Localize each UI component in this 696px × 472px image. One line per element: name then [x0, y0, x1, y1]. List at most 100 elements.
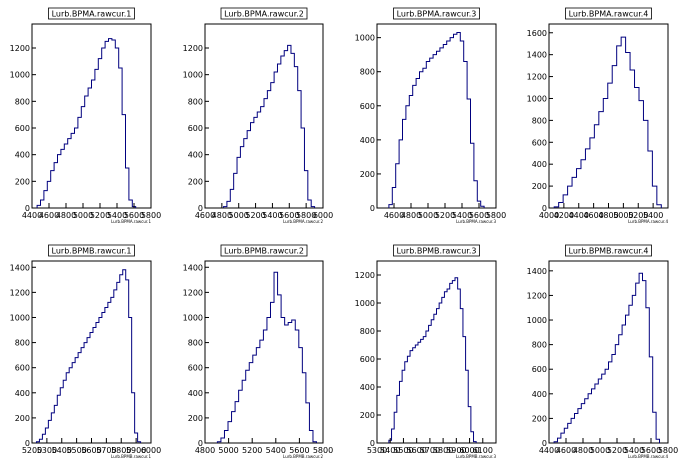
histogram-series [223, 44, 316, 208]
y-tick-label: 600 [15, 364, 30, 373]
x-tick-label: 5300 [367, 446, 387, 455]
title-box [565, 244, 652, 257]
y-tick-label: 1600 [527, 29, 547, 38]
plot-frame [31, 23, 152, 209]
x-tick-label: 4200 [554, 211, 574, 220]
y-tick-label: 1400 [527, 267, 547, 276]
x-tick-label: 6000 [313, 211, 333, 220]
x-tick-label: 5300 [37, 446, 57, 455]
y-tick-label: 1000 [10, 71, 30, 80]
x-axis-label: Lurb.BPMA.rawcur.4 [628, 219, 668, 224]
x-axis-label: Lurb.BPMB.rawcur.3 [456, 454, 496, 459]
x-tick-label: 5900 [126, 446, 146, 455]
y-tick-label: 0 [25, 204, 30, 213]
x-tick-label: 4400 [22, 211, 42, 220]
panel-title: Lurb.BPMA.rawcur.2 [224, 10, 304, 19]
histogram-panel: Lurb.BPMA.rawcur.1 0 200 400 600 800 1000 1200 4… [10, 7, 161, 224]
y-tick-label: 200 [15, 414, 30, 423]
x-tick-label: 5000 [218, 446, 238, 455]
x-tick-label: 5800 [658, 446, 678, 455]
y-tick-label: 400 [15, 389, 30, 398]
x-tick-label: 5600 [81, 446, 101, 455]
y-tick-label: 0 [370, 439, 375, 448]
y-tick-label: 1200 [183, 44, 203, 53]
x-axis-label: Lurb.BPMA.rawcur.1 [111, 219, 151, 224]
y-tick-label: 600 [188, 364, 203, 373]
y-tick-label: 200 [188, 177, 203, 186]
x-axis-label: Lurb.BPMB.rawcur.4 [628, 454, 668, 459]
y-tick-label: 0 [198, 439, 203, 448]
y-tick-label: 800 [532, 341, 547, 350]
y-tick-label: 1200 [10, 288, 30, 297]
y-tick-label: 0 [542, 439, 547, 448]
x-tick-label: 5600 [289, 446, 309, 455]
title-box [565, 7, 652, 20]
y-tick-label: 800 [15, 339, 30, 348]
x-tick-label: 5000 [229, 211, 249, 220]
x-tick-label: 5600 [406, 446, 426, 455]
panel-title: Lurb.BPMA.rawcur.1 [52, 10, 132, 19]
y-tick-label: 0 [25, 439, 30, 448]
y-tick-label: 1400 [10, 263, 30, 272]
histogram-panel: Lurb.BPMB.rawcur.2 0 200 400 600 800 1000 1200 1… [183, 244, 333, 459]
y-tick-label: 200 [532, 182, 547, 191]
x-tick-label: 5200 [628, 211, 648, 220]
x-tick-label: 5400 [262, 211, 282, 220]
x-tick-label: 4400 [539, 446, 559, 455]
panel-title: Lurb.BPMA.rawcur.3 [397, 10, 477, 19]
histogram-panel: Lurb.BPMB.rawcur.4 0 200 400 600 800 1000 1200 1… [527, 244, 678, 459]
x-tick-label: 4800 [401, 211, 421, 220]
x-tick-label: 5000 [590, 446, 610, 455]
y-tick-label: 600 [532, 365, 547, 374]
x-tick-label: 4000 [539, 211, 559, 220]
x-tick-label: 5800 [433, 446, 453, 455]
x-tick-label: 5600 [469, 211, 489, 220]
x-axis-label: Lurb.BPMA.rawcur.3 [456, 219, 496, 224]
y-tick-label: 400 [532, 390, 547, 399]
y-tick-label: 1200 [527, 291, 547, 300]
plot-frame [548, 23, 669, 209]
y-tick-label: 800 [15, 97, 30, 106]
y-tick-label: 200 [360, 170, 375, 179]
panel-title: Lurb.BPMB.rawcur.4 [569, 247, 649, 256]
y-tick-label: 1000 [355, 299, 375, 308]
y-tick-label: 1200 [355, 271, 375, 280]
histogram-panel: Lurb.BPMA.rawcur.2 0 200 400 600 800 1000 1200 4… [183, 7, 333, 224]
histogram-series [553, 272, 660, 443]
x-axis-label: Lurb.BPMB.rawcur.2 [283, 454, 323, 459]
x-tick-label: 5700 [420, 446, 440, 455]
x-tick-label: 5500 [393, 446, 413, 455]
x-axis-label: Lurb.BPMA.rawcur.2 [283, 219, 323, 224]
x-tick-label: 5200 [90, 211, 110, 220]
y-tick-label: 1000 [527, 316, 547, 325]
panel-title: Lurb.BPMA.rawcur.4 [569, 10, 649, 19]
title-box [220, 244, 308, 257]
histogram-series [36, 38, 137, 208]
x-tick-label: 5200 [245, 211, 265, 220]
y-tick-label: 1000 [355, 34, 375, 43]
y-tick-label: 200 [15, 177, 30, 186]
plot-frame [548, 260, 669, 444]
y-tick-label: 1200 [527, 73, 547, 82]
x-tick-label: 5800 [141, 211, 161, 220]
y-tick-label: 400 [188, 389, 203, 398]
x-tick-label: 4800 [195, 446, 215, 455]
panel-title: Lurb.BPMB.rawcur.2 [224, 247, 304, 256]
plot-frame [204, 260, 324, 444]
y-tick-label: 1000 [527, 94, 547, 103]
x-tick-label: 5500 [66, 446, 86, 455]
y-tick-label: 400 [360, 136, 375, 145]
plot-frame [376, 260, 497, 444]
x-tick-label: 4800 [212, 211, 232, 220]
y-tick-label: 0 [370, 204, 375, 213]
y-tick-label: 1000 [183, 71, 203, 80]
x-axis-label: Lurb.BPMB.rawcur.1 [111, 454, 151, 459]
histogram-series [388, 32, 485, 208]
title-box [393, 7, 480, 20]
y-tick-label: 200 [188, 414, 203, 423]
panel-title: Lurb.BPMB.rawcur.1 [52, 247, 132, 256]
y-tick-label: 800 [360, 68, 375, 77]
x-tick-label: 5400 [452, 211, 472, 220]
title-box [220, 7, 308, 20]
title-box [393, 244, 480, 257]
